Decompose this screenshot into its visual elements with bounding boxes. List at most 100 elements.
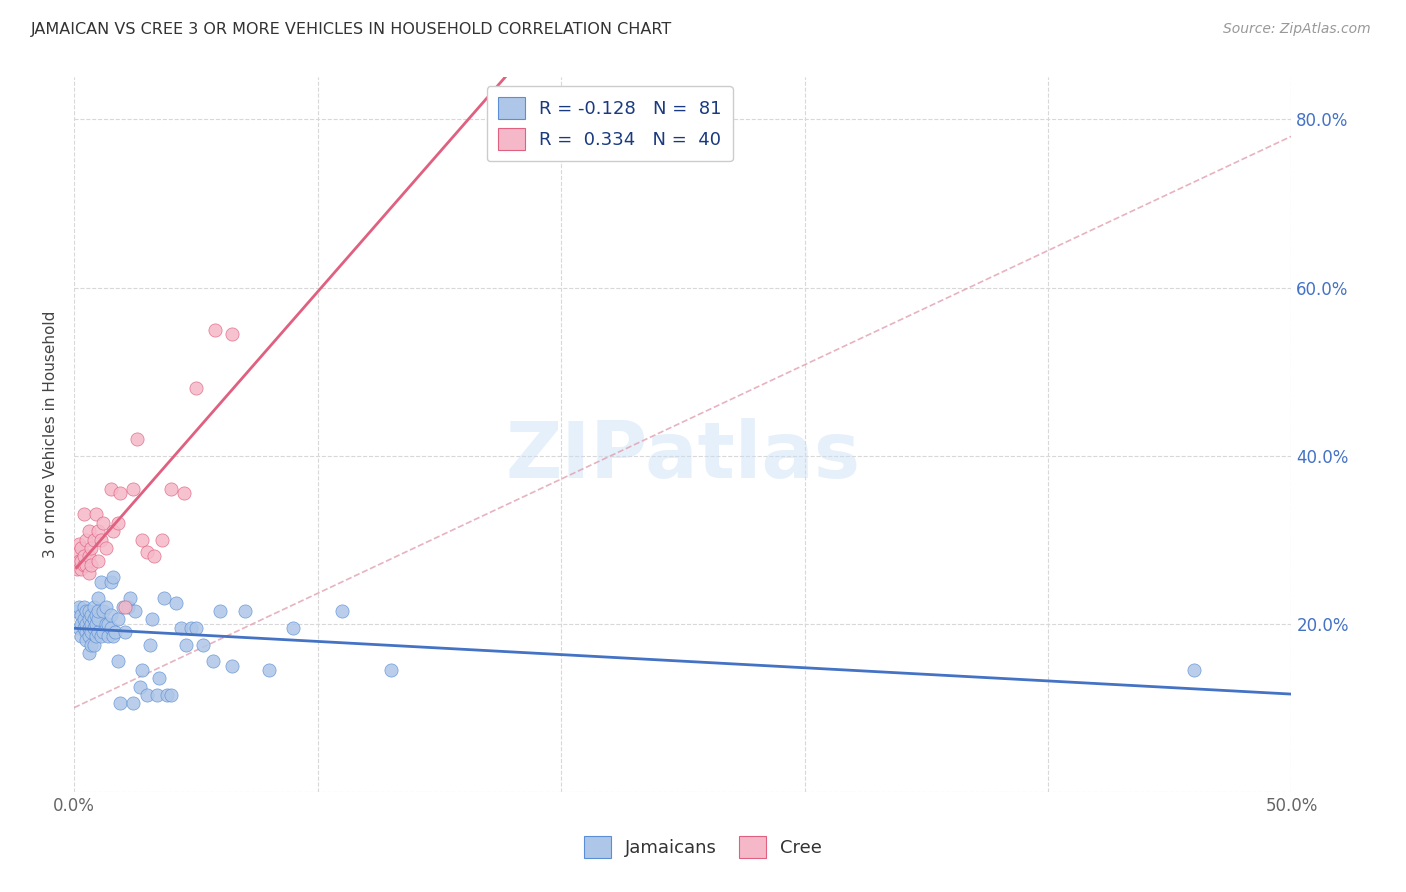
Point [77,629,100,643]
Point [97,616,120,631]
Point [91,625,114,640]
Point [136,688,159,702]
Point [73,549,96,564]
Point [67,621,90,635]
Point [173,486,195,500]
Point [120,591,142,606]
Point [121,482,143,496]
Point [156,688,179,702]
Point [100,482,122,496]
Point [80,608,103,623]
Point [204,322,226,336]
Point [65,604,87,618]
Point [70,629,93,643]
Point [75,558,97,572]
Point [70,541,93,555]
Point [83,533,105,547]
Point [75,625,97,640]
Point [101,570,124,584]
Point [97,629,120,643]
Point [77,612,100,626]
Legend: Jamaicans, Cree: Jamaicans, Cree [576,829,830,865]
Point [77,621,100,635]
Point [209,604,232,618]
Point [65,545,87,559]
Point [100,574,122,589]
Point [174,638,197,652]
Point [73,558,96,572]
Point [153,591,176,606]
Point [101,524,124,539]
Point [184,621,207,635]
Legend: R = -0.128   N =  81, R =  0.334   N =  40: R = -0.128 N = 81, R = 0.334 N = 40 [486,87,733,161]
Point [114,625,136,640]
Point [150,533,173,547]
Point [84,608,107,623]
Point [94,599,117,614]
Point [233,604,256,618]
Point [136,545,159,559]
Point [87,612,110,626]
Point [75,633,97,648]
Text: ZIPatlas: ZIPatlas [505,418,860,494]
Point [80,638,103,652]
Point [67,553,90,567]
Point [87,524,110,539]
Point [143,549,166,564]
Point [90,574,112,589]
Point [87,604,110,618]
Point [110,486,132,500]
Point [80,625,103,640]
Point [170,621,193,635]
Point [73,599,96,614]
Point [91,604,114,618]
Point [90,533,112,547]
Point [84,616,107,631]
Point [111,599,134,614]
Point [124,604,146,618]
Point [84,508,107,522]
Point [77,566,100,581]
Point [67,537,90,551]
Point [83,612,105,626]
Point [127,432,149,446]
Point [101,629,124,643]
Point [160,688,183,702]
Point [201,655,224,669]
Point [84,629,107,643]
Point [73,621,96,635]
Point [77,549,100,564]
Point [91,516,114,530]
Point [184,381,207,395]
Point [131,663,153,677]
Point [283,621,305,635]
Point [87,591,110,606]
Point [180,621,202,635]
Point [148,671,170,685]
Point [221,326,243,341]
Point [83,621,105,635]
Point [138,638,160,652]
Point [128,680,150,694]
Point [77,524,100,539]
Point [80,616,103,631]
Point [75,616,97,631]
Point [121,697,143,711]
Point [104,625,127,640]
Point [110,697,132,711]
Point [94,541,117,555]
Point [75,533,97,547]
Point [87,625,110,640]
Point [73,508,96,522]
Point [100,621,122,635]
Point [114,599,136,614]
Point [160,482,183,496]
Y-axis label: 3 or more Vehicles in Household: 3 or more Vehicles in Household [44,311,58,558]
Point [1182,663,1205,677]
Point [94,616,117,631]
Point [87,553,110,567]
Point [330,604,353,618]
Point [141,612,163,626]
Point [80,558,103,572]
Text: Source: ZipAtlas.com: Source: ZipAtlas.com [1223,22,1371,37]
